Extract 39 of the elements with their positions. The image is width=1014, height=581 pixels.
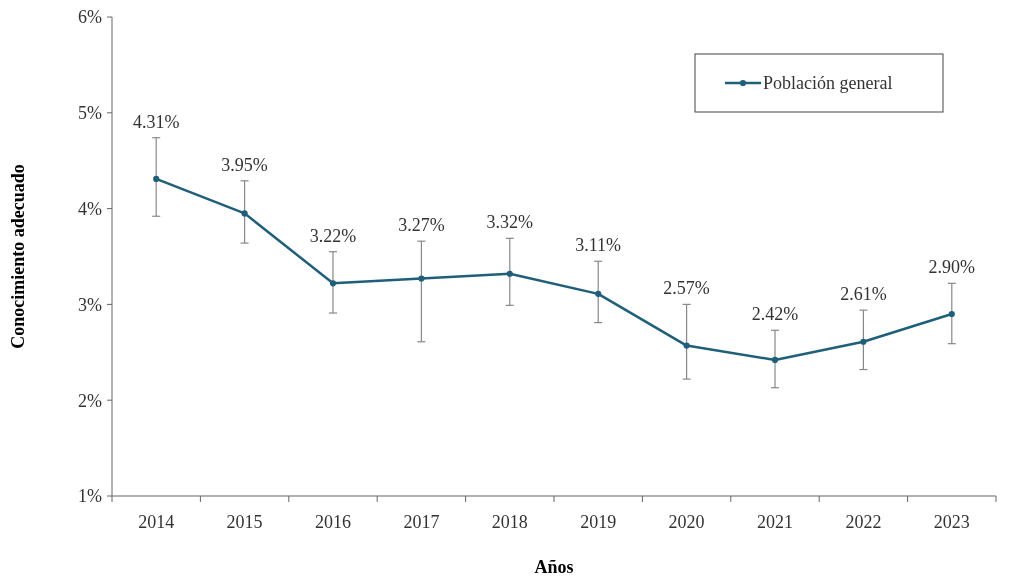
data-label: 3.32% xyxy=(486,212,534,233)
point xyxy=(683,342,690,349)
y-tick-label: 5% xyxy=(78,103,102,124)
point xyxy=(153,175,160,182)
y-tick-label: 6% xyxy=(78,7,102,28)
y-tick-label: 3% xyxy=(78,294,102,315)
point xyxy=(418,275,425,282)
x-tick-label: 2023 xyxy=(933,512,970,532)
data-label: 4.31% xyxy=(132,111,180,132)
x-tick-label: 2018 xyxy=(491,512,528,532)
x-tick-label: 2019 xyxy=(580,512,617,532)
data-label: 3.95% xyxy=(221,154,268,175)
data-label: 2.61% xyxy=(840,284,887,305)
point xyxy=(595,290,602,297)
data-label: 2.90% xyxy=(928,257,976,278)
point xyxy=(860,338,867,345)
y-tick-label: 4% xyxy=(78,198,102,219)
point xyxy=(506,270,513,277)
data-label: 2.42% xyxy=(751,304,799,325)
point xyxy=(771,356,779,364)
legend-label: Población general xyxy=(763,73,893,94)
x-tick-label: 2015 xyxy=(226,512,263,532)
x-tick-label: 2022 xyxy=(845,512,882,532)
data-label: 3.22% xyxy=(309,225,357,246)
x-axis-title: Años xyxy=(534,557,574,577)
x-tick-label: 2014 xyxy=(138,512,175,532)
x-tick-label: 2021 xyxy=(757,512,793,532)
x-tick-label: 2020 xyxy=(668,512,705,532)
y-tick-label: 1% xyxy=(78,486,102,507)
data-label: 3.27% xyxy=(398,215,445,236)
point xyxy=(948,310,955,318)
y-tick-label: 2% xyxy=(78,390,102,411)
data-label: 3.11% xyxy=(575,235,622,256)
data-label: 2.57% xyxy=(663,278,710,299)
point xyxy=(241,210,248,217)
x-tick-label: 2017 xyxy=(403,512,440,532)
x-tick-label: 2016 xyxy=(315,512,351,532)
point xyxy=(329,280,337,287)
y-axis-title: Conocimiento adecuado xyxy=(8,164,28,349)
